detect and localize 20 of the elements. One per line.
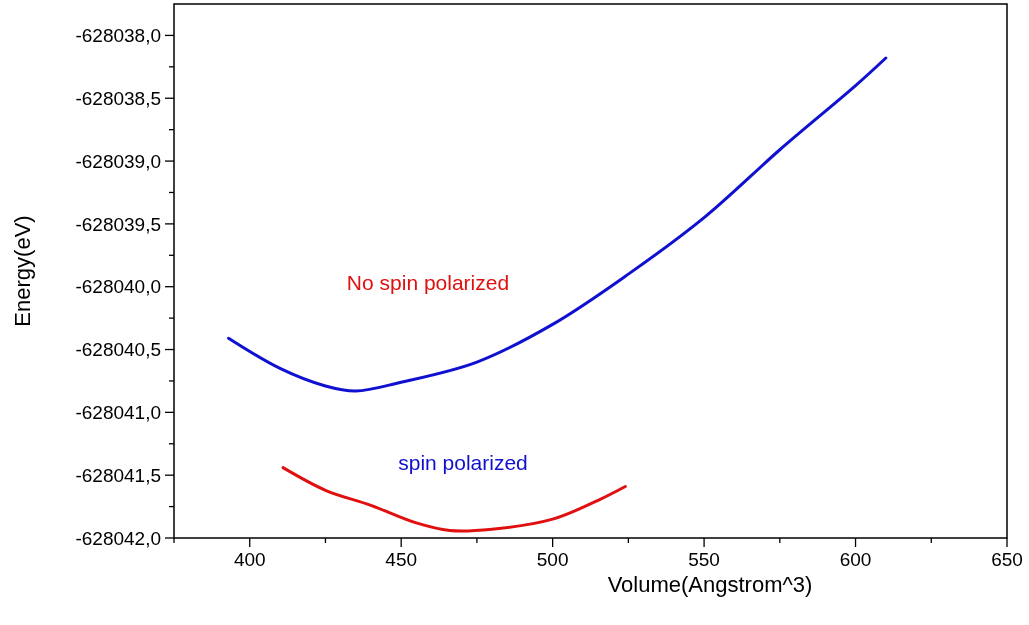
x-tick-label: 450: [385, 549, 418, 570]
x-tick-label: 650: [991, 549, 1023, 570]
y-tick-label: -628040,0: [75, 276, 161, 298]
x-tick-label: 400: [233, 549, 266, 570]
y-tick-label: -628041,0: [75, 402, 161, 423]
y-tick-label: -628039,5: [75, 213, 161, 235]
x-tick-label: 550: [688, 549, 720, 570]
x-tick-label: 500: [536, 549, 569, 570]
y-tick-label: -628042,0: [75, 527, 161, 549]
annotation: spin polarized: [398, 451, 528, 475]
line-series: [227, 56, 888, 393]
x-tick-label: 600: [839, 549, 872, 570]
y-tick-label: -628041,5: [75, 464, 161, 486]
y-tick-label: -628038,5: [75, 87, 161, 109]
y-tick-label: -628040,5: [75, 339, 161, 361]
y-axis-title: Energy(eV): [10, 215, 35, 327]
annotation: No spin polarized: [346, 271, 510, 295]
y-tick-label: -628038,0: [75, 25, 161, 47]
y-tick-label: -628039,0: [75, 150, 161, 172]
x-axis-title: Volume(Angstrom^3): [607, 572, 813, 597]
